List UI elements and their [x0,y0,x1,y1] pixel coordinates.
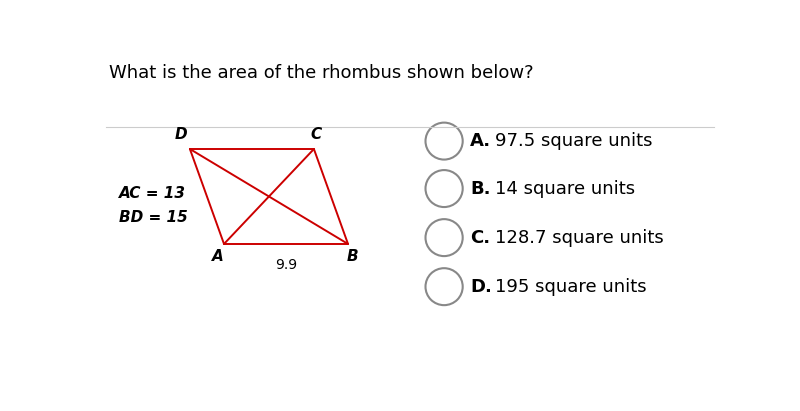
Text: What is the area of the rhombus shown below?: What is the area of the rhombus shown be… [110,64,534,81]
Text: 128.7 square units: 128.7 square units [495,229,664,247]
Text: B.: B. [470,180,490,198]
Text: 195 square units: 195 square units [495,278,646,296]
Text: 9.9: 9.9 [275,258,297,272]
Text: C: C [310,127,322,142]
Text: AC = 13: AC = 13 [118,186,186,201]
Text: B: B [347,249,358,264]
Text: C.: C. [470,229,490,247]
Text: D.: D. [470,278,492,296]
Text: BD = 15: BD = 15 [118,210,187,224]
Text: D: D [174,127,187,142]
Text: 97.5 square units: 97.5 square units [495,132,653,150]
Text: A.: A. [470,132,491,150]
Text: 14 square units: 14 square units [495,180,635,198]
Text: A: A [212,249,224,264]
